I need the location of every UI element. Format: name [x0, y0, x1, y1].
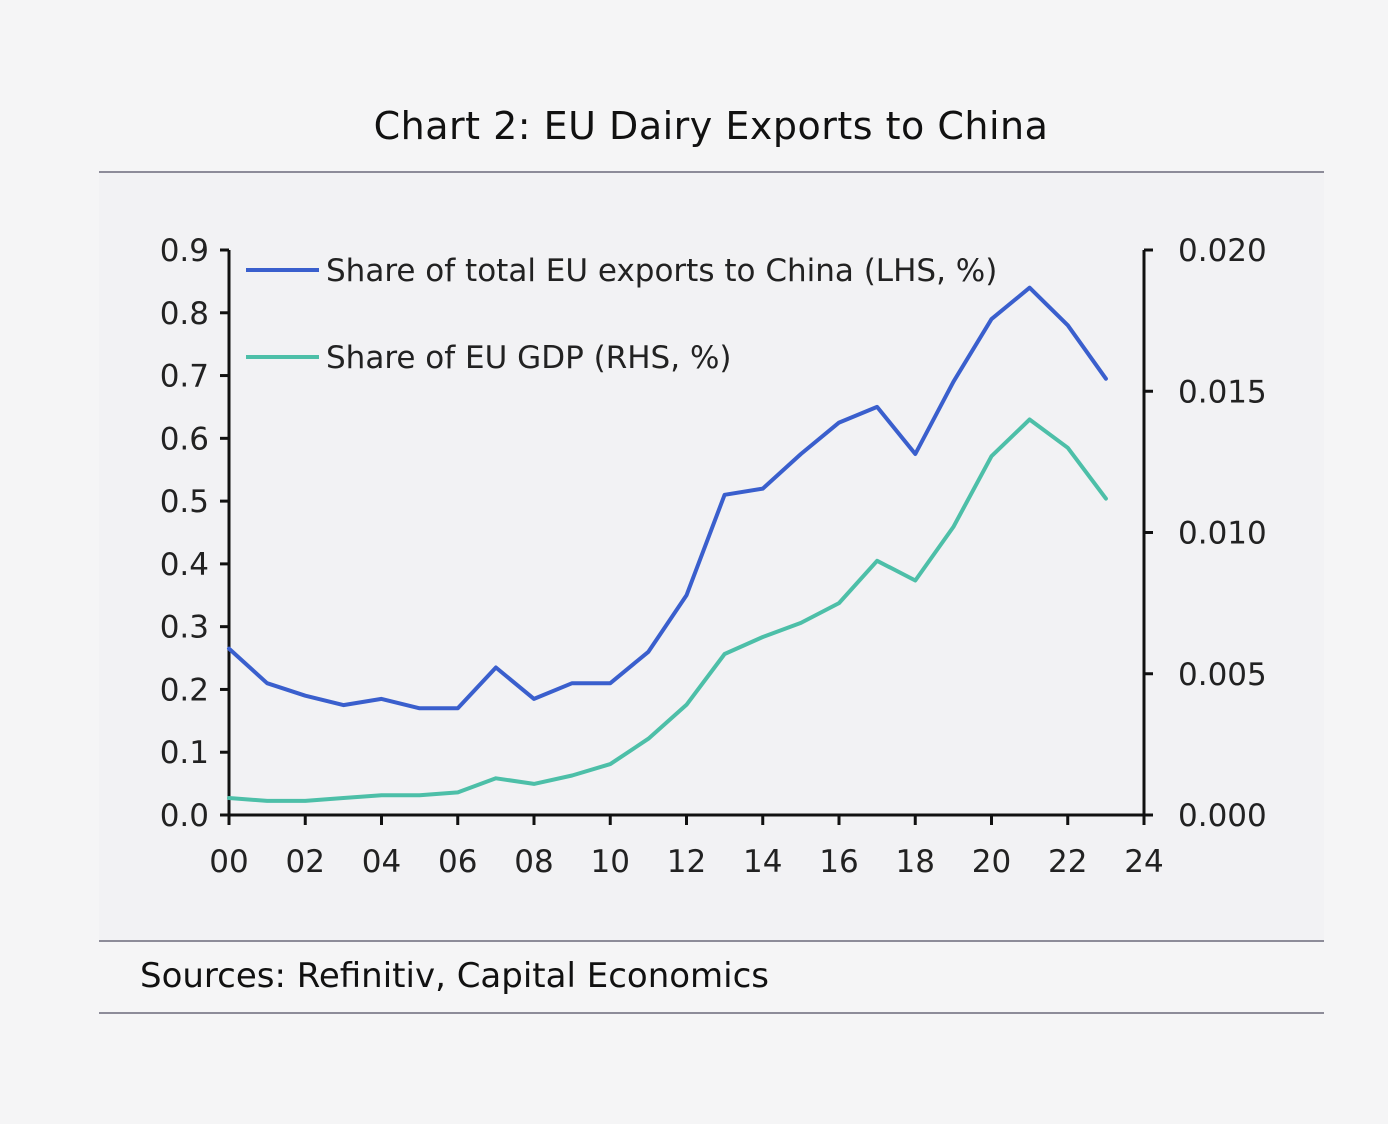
legend-label-2: Share of EU GDP (RHS, %)	[326, 340, 732, 376]
x-tick-label: 06	[438, 844, 477, 880]
sources-note: Sources: Refinitiv, Capital Economics	[140, 956, 770, 996]
left-y-tick-label: 0.5	[160, 484, 209, 520]
x-tick-label: 20	[972, 844, 1011, 880]
x-tick-label: 08	[514, 844, 553, 880]
bottom-divider	[99, 940, 1324, 942]
right-y-tick-label: 0.000	[1178, 798, 1267, 834]
series-line-1	[227, 285, 1108, 711]
left-y-tick-label: 0.9	[160, 233, 209, 269]
right-y-tick-label: 0.010	[1178, 516, 1267, 552]
left-y-tick-label: 0.8	[160, 296, 209, 332]
left-y-tick-label: 0.7	[160, 359, 209, 395]
left-y-tick-label: 0.1	[160, 735, 209, 771]
left-y-tick-label: 0.6	[160, 421, 209, 457]
right-y-tick-label: 0.005	[1178, 657, 1267, 693]
x-tick-label: 10	[591, 844, 630, 880]
x-tick-label: 00	[209, 844, 248, 880]
chart-title: Chart 2: EU Dairy Exports to China	[373, 104, 1049, 148]
right-y-tick-label: 0.015	[1178, 374, 1267, 410]
left-y-tick-label: 0.3	[160, 610, 209, 646]
footer-divider	[99, 1012, 1324, 1014]
top-divider	[99, 171, 1324, 173]
x-tick-label: 22	[1048, 844, 1087, 880]
x-tick-label: 16	[819, 844, 858, 880]
chart-panel: 0.0 0.1 0.2 0.3 0.4 0.5 0.6 0.7 0.8 0.9 0.000 0.005…	[99, 173, 1324, 940]
left-y-tick-label: 0.4	[160, 547, 209, 583]
right-y-tick-label: 0.020	[1178, 233, 1267, 269]
left-y-tick-label: 0.0	[160, 798, 209, 834]
left-y-tick-label: 0.2	[160, 672, 209, 708]
x-tick-label: 12	[667, 844, 706, 880]
legend-label-1: Share of total EU exports to China (LHS,…	[326, 253, 997, 289]
x-tick-label: 24	[1124, 844, 1163, 880]
x-tick-label: 18	[896, 844, 935, 880]
x-tick-label: 14	[743, 844, 782, 880]
x-tick-label: 04	[362, 844, 401, 880]
line-chart: 0.0 0.1 0.2 0.3 0.4 0.5 0.6 0.7 0.8 0.9 0.000 0.005…	[160, 233, 1267, 880]
x-tick-label: 02	[286, 844, 325, 880]
series-line-2	[227, 417, 1108, 803]
